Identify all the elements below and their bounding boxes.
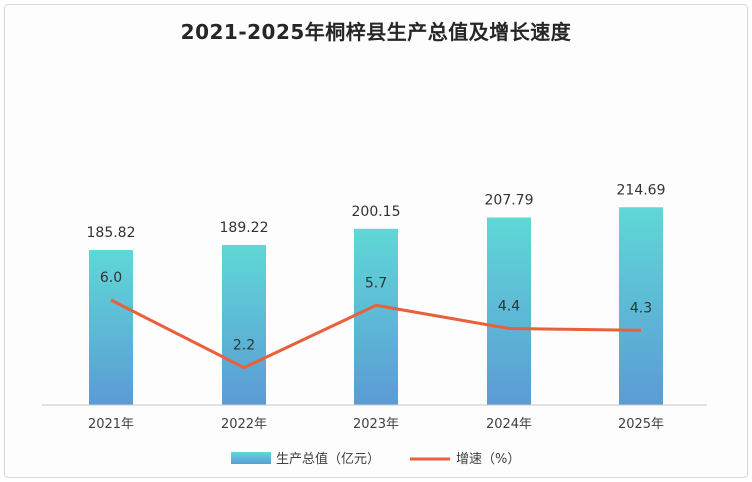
bar-value-label-1: 185.82 (87, 225, 136, 241)
chart-title: 2021-2025年桐梓县生产总值及增长速度 (180, 20, 572, 44)
x-tick-label-2: 2022年 (221, 417, 267, 432)
bar-1 (89, 249, 133, 405)
growth-value-label-5: 4.3 (630, 300, 652, 316)
labels-layer: 185.82 2021年 189.22 2022年 200.15 2023年 207.79 2… (87, 182, 666, 432)
legend-label-gdp: 生产总值（亿元） (276, 451, 380, 467)
x-tick-label-3: 2023年 (353, 417, 399, 432)
bar-value-label-2: 189.22 (220, 220, 269, 236)
growth-value-label-1: 6.0 (100, 270, 122, 286)
bars-layer (89, 207, 663, 405)
growth-value-label-3: 5.7 (365, 275, 387, 291)
legend-label-growth: 增速（%） (456, 452, 520, 467)
bar-3 (354, 228, 398, 405)
x-tick-label-4: 2024年 (486, 417, 532, 432)
bar-4 (487, 217, 531, 405)
bar-5 (619, 207, 663, 405)
bar-value-label-4: 207.79 (485, 192, 534, 208)
legend: 生产总值（亿元） 增速（%） (231, 451, 520, 467)
bar-value-label-5: 214.69 (617, 182, 666, 198)
bar-value-label-3: 200.15 (352, 204, 401, 220)
growth-value-label-2: 2.2 (233, 338, 255, 354)
x-tick-label-5: 2025年 (618, 417, 664, 432)
line-layer (110, 298, 642, 370)
x-tick-label-1: 2021年 (88, 417, 134, 432)
growth-value-label-4: 4.4 (498, 298, 520, 314)
legend-bar-swatch (231, 452, 271, 464)
growth-rate-line (110, 298, 642, 370)
bar-2 (222, 244, 266, 405)
